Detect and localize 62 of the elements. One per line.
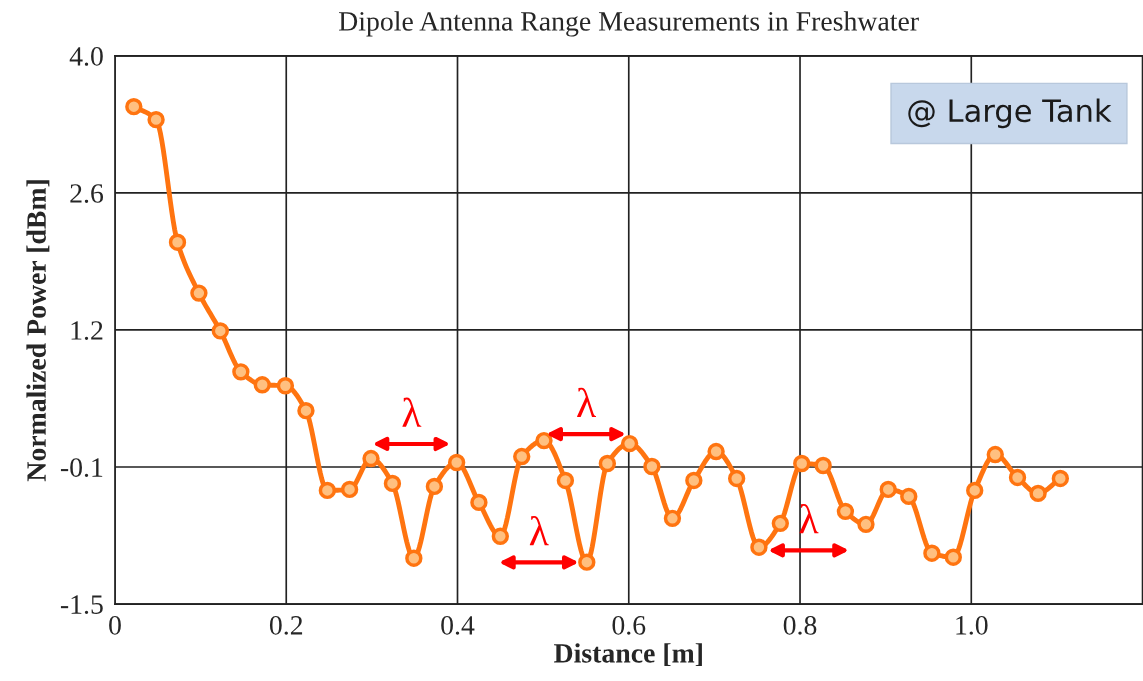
y-tick-label: -1.5 bbox=[60, 595, 103, 615]
point bbox=[966, 481, 984, 500]
point bbox=[643, 457, 661, 476]
point bbox=[685, 471, 703, 490]
point bbox=[513, 447, 531, 466]
x-tick-label: 0 bbox=[109, 615, 121, 635]
point bbox=[470, 493, 488, 512]
point bbox=[491, 527, 509, 545]
x-tick-label: 0.4 bbox=[441, 615, 475, 635]
point bbox=[944, 548, 962, 566]
annotation: λ bbox=[577, 387, 596, 418]
point bbox=[125, 97, 143, 116]
x-tick-label: 0.8 bbox=[783, 615, 817, 635]
point bbox=[405, 549, 423, 567]
y-axis-title: Normalized Power [dBm] bbox=[26, 180, 50, 482]
annotation: λ bbox=[402, 397, 422, 427]
point bbox=[1051, 469, 1070, 488]
point bbox=[147, 110, 165, 129]
point bbox=[578, 553, 596, 571]
point bbox=[663, 509, 682, 528]
point bbox=[857, 515, 875, 533]
point bbox=[1008, 468, 1027, 487]
point bbox=[232, 363, 250, 381]
point bbox=[253, 376, 271, 394]
annotation: @ Large Tank bbox=[908, 98, 1112, 129]
chart-title: Dipole Antenna Range Measurements in Freshwater bbox=[339, 11, 919, 37]
point bbox=[707, 442, 725, 461]
point bbox=[556, 471, 575, 490]
point bbox=[900, 487, 918, 506]
point bbox=[814, 456, 832, 475]
point bbox=[750, 538, 768, 556]
y-tick-label: -0.1 bbox=[60, 458, 103, 478]
point bbox=[986, 445, 1004, 464]
x-axis-title: Distance [m] bbox=[554, 643, 702, 667]
point bbox=[362, 449, 380, 468]
point bbox=[793, 454, 811, 473]
annotation: λ bbox=[529, 515, 549, 546]
point bbox=[923, 544, 941, 562]
point bbox=[168, 233, 187, 251]
point bbox=[620, 434, 639, 453]
point bbox=[383, 474, 402, 493]
point bbox=[276, 377, 295, 395]
point bbox=[447, 453, 466, 472]
y-tick-label: 2.6 bbox=[70, 184, 104, 203]
x-tick-label: 1.0 bbox=[956, 615, 988, 635]
point bbox=[727, 469, 746, 488]
x-tick-label: 0.6 bbox=[612, 615, 646, 635]
y-tick-label: 4.0 bbox=[69, 47, 103, 66]
point bbox=[771, 514, 790, 532]
point bbox=[879, 480, 897, 499]
point bbox=[297, 402, 315, 420]
point bbox=[425, 477, 444, 496]
point bbox=[211, 322, 229, 340]
x-tick-label: 0.2 bbox=[269, 615, 303, 635]
point bbox=[535, 431, 553, 450]
point bbox=[318, 481, 337, 500]
y-tick-label: 1.2 bbox=[71, 321, 103, 340]
point bbox=[1029, 484, 1047, 503]
point bbox=[190, 284, 208, 302]
point bbox=[836, 502, 855, 521]
point bbox=[598, 454, 617, 473]
point bbox=[340, 480, 359, 499]
